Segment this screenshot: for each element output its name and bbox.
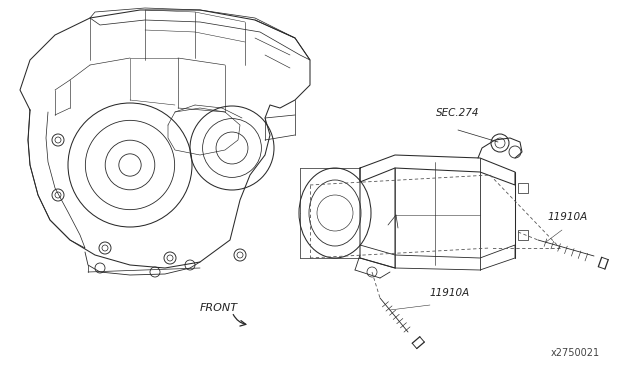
Bar [518, 183, 528, 193]
Text: 11910A: 11910A [430, 288, 470, 298]
Text: SEC.274: SEC.274 [436, 108, 480, 118]
Bar [518, 230, 528, 240]
Text: FRONT: FRONT [200, 303, 238, 313]
Text: x2750021: x2750021 [551, 348, 600, 358]
Text: 11910A: 11910A [548, 212, 588, 222]
